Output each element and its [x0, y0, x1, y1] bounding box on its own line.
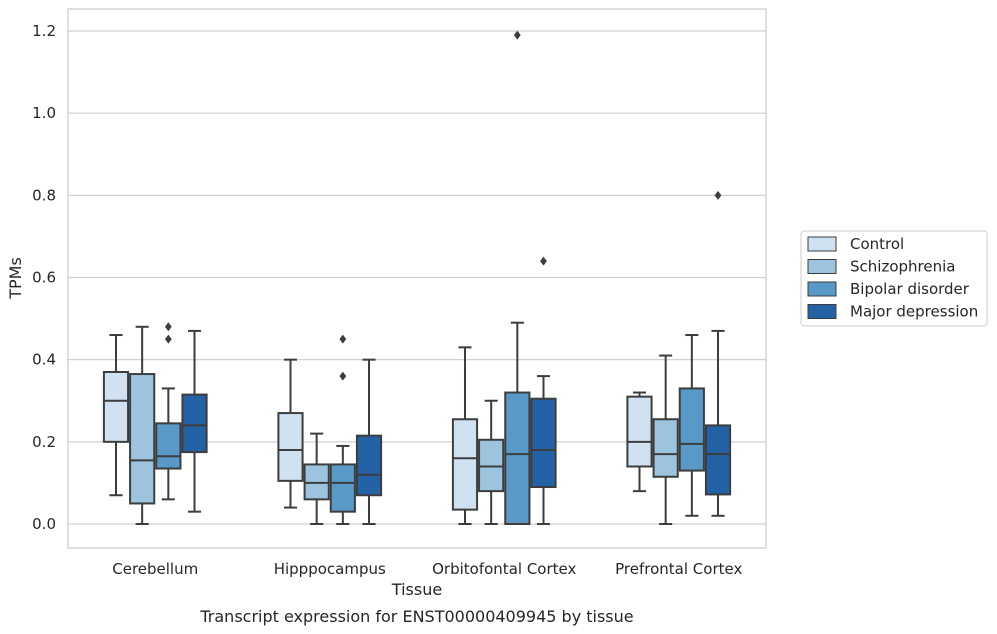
box-control	[102, 334, 130, 497]
outlier-point	[164, 334, 172, 344]
box-major-depression	[530, 256, 557, 525]
boxes	[102, 30, 732, 525]
legend-swatch	[807, 236, 837, 252]
box-bipolar-disorder	[678, 334, 705, 517]
iqr-box	[678, 387, 705, 472]
x-axis-label: Tissue	[391, 580, 442, 599]
y-tick-label: 0.2	[32, 433, 56, 451]
iqr-box	[355, 434, 383, 497]
box-control	[626, 391, 653, 493]
legend-swatch	[807, 259, 837, 274]
iqr-box	[478, 438, 505, 493]
legend: Control Schizophrenia Bipolar disorder Majo…	[800, 230, 988, 327]
y-tick-label: 0.8	[32, 186, 56, 204]
y-tick-label: 0.6	[32, 269, 56, 287]
outlier-point	[339, 334, 347, 344]
box-major-depression	[704, 190, 732, 517]
legend-label: Control	[850, 235, 904, 253]
iqr-box	[504, 391, 531, 525]
x-tick-labels: Cerebellum Hipppocampus Orbitofontal Corte…	[112, 560, 742, 578]
y-tick-label: 1.0	[32, 104, 56, 122]
y-tick-label: 1.2	[32, 22, 56, 40]
iqr-box	[181, 393, 208, 454]
iqr-box	[129, 373, 156, 505]
box-bipolar-disorder	[155, 322, 182, 501]
iqr-box	[277, 412, 304, 482]
iqr-box	[704, 424, 732, 496]
outlier-point	[540, 256, 547, 266]
y-tick-label: 0.0	[32, 515, 56, 533]
x-tick-label: Orbitofontal Cortex	[432, 560, 576, 578]
box-bipolar-disorder	[329, 334, 356, 525]
box-control	[277, 358, 304, 509]
box-schizophrenia	[303, 432, 330, 525]
plot-frame	[67, 8, 767, 549]
box-schizophrenia	[129, 325, 156, 525]
legend-label: Major depression	[850, 303, 978, 321]
iqr-box	[530, 397, 557, 489]
legend-frame	[800, 230, 988, 327]
iqr-box	[652, 418, 679, 478]
x-tick-label: Cerebellum	[112, 560, 198, 578]
box-major-depression	[181, 329, 208, 513]
iqr-box	[155, 422, 182, 470]
iqr-box	[303, 463, 330, 501]
x-tick-label: Prefrontal Cortex	[615, 560, 742, 578]
outlier-point	[714, 190, 722, 200]
outlier-point	[513, 30, 521, 40]
legend-swatch	[807, 281, 837, 297]
iqr-box	[329, 463, 356, 513]
box-schizophrenia	[478, 399, 505, 525]
iqr-box	[626, 395, 653, 468]
x-tick-label: Hipppocampus	[274, 560, 386, 578]
y-axis-label: TPMs	[6, 257, 25, 300]
legend-swatch	[807, 304, 837, 319]
outlier-point	[164, 322, 172, 332]
iqr-box	[451, 418, 479, 511]
box-bipolar-disorder	[504, 30, 531, 525]
box-major-depression	[355, 358, 383, 525]
box-control	[451, 346, 479, 525]
y-tick-labels: 0.0 0.2 0.4 0.6 0.8 1.0 1.2	[32, 22, 56, 533]
figure-caption: Transcript expression for ENST0000040994…	[199, 607, 633, 626]
legend-label: Schizophrenia	[850, 258, 955, 276]
y-tick-label: 0.4	[32, 351, 56, 369]
outlier-point	[339, 371, 347, 381]
iqr-box	[102, 370, 130, 443]
box-schizophrenia	[652, 354, 679, 525]
legend-label: Bipolar disorder	[850, 280, 970, 298]
